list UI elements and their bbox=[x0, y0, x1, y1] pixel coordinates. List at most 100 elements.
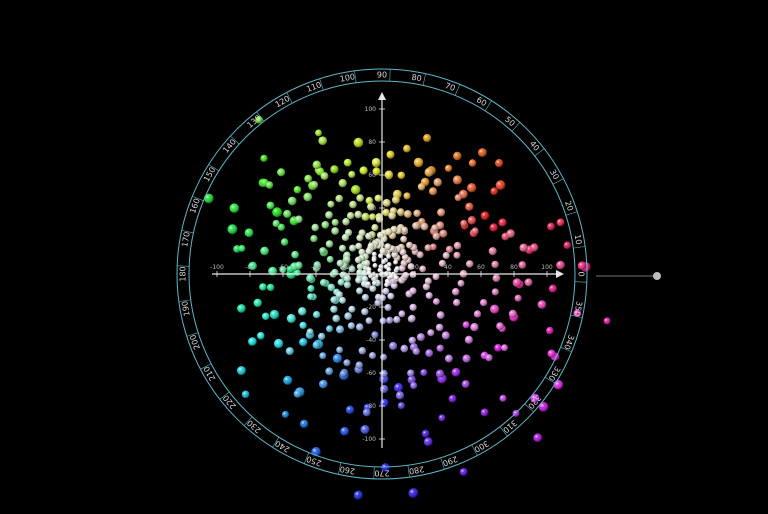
color-sample-point-shade bbox=[371, 224, 379, 231]
color-sample-point-shade bbox=[341, 233, 349, 241]
color-sample-point-shade bbox=[347, 322, 355, 330]
color-sample-point-shade bbox=[262, 312, 270, 320]
color-sample-point-shade bbox=[408, 314, 416, 322]
color-sample-point-shade bbox=[321, 221, 330, 229]
color-sample-point-shade bbox=[315, 129, 322, 137]
color-sample-point-shade bbox=[478, 148, 487, 157]
color-sample-point-shade bbox=[253, 298, 262, 307]
color-sample-point-shade bbox=[380, 369, 388, 378]
color-sample-point-shade bbox=[327, 283, 336, 292]
hue-angle-label: 350 bbox=[572, 300, 584, 317]
y-tick-label: 80 bbox=[368, 139, 376, 146]
color-sample-point-shade bbox=[371, 257, 377, 263]
color-sample-point-shade bbox=[416, 333, 425, 342]
color-sample-point-shade bbox=[519, 243, 528, 252]
color-sample-point-shade bbox=[248, 337, 257, 346]
color-sample-point-shade bbox=[429, 187, 437, 196]
color-sample-point-shade bbox=[330, 165, 339, 174]
color-sample-point-shade bbox=[391, 251, 399, 259]
hue-angle-label: 290 bbox=[441, 454, 458, 468]
color-sample-point-shade bbox=[361, 212, 370, 221]
hue-angle-label: 20 bbox=[563, 200, 575, 213]
color-sample-point-shade bbox=[303, 192, 313, 202]
color-sample-point-shade bbox=[349, 244, 357, 252]
color-sample-point-shade bbox=[283, 375, 293, 385]
y-tick-label: 40 bbox=[368, 205, 376, 212]
color-sample-point-shade bbox=[480, 408, 489, 417]
color-sample-point-shade bbox=[257, 332, 265, 340]
color-sample-point-shade bbox=[425, 292, 433, 299]
color-sample-point-shade bbox=[409, 287, 417, 295]
color-sample-point-shade bbox=[424, 277, 432, 285]
color-sample-point-shade bbox=[467, 216, 476, 225]
hue-ring-tick bbox=[219, 391, 230, 400]
x-tick-label: -40 bbox=[311, 264, 321, 271]
color-sample-point-shade bbox=[361, 308, 369, 316]
hue-angle-label: 50 bbox=[503, 115, 517, 128]
color-sample-point-shade bbox=[518, 261, 527, 269]
color-sample-point-shade bbox=[432, 273, 440, 281]
y-tick-label: -20 bbox=[366, 304, 376, 311]
color-sample-point-shade bbox=[311, 223, 319, 232]
color-sample-point-shade bbox=[496, 322, 504, 330]
color-sample-point-shade bbox=[393, 275, 399, 281]
hue-ring-tick bbox=[186, 332, 199, 337]
color-sample-point-shade bbox=[374, 194, 382, 202]
color-sample-point-shade bbox=[512, 278, 522, 288]
color-sample-point-shade bbox=[380, 384, 389, 394]
color-sample-point-shade bbox=[361, 293, 369, 301]
color-sample-point-shade bbox=[362, 408, 371, 417]
color-sample-point-shade bbox=[433, 298, 440, 305]
color-sample-point-shade bbox=[377, 231, 384, 239]
color-sample-point-shade bbox=[390, 282, 398, 289]
hue-ring-tick bbox=[570, 314, 583, 318]
hue-angle-label: 180 bbox=[179, 266, 188, 281]
color-sample-point-shade bbox=[238, 245, 246, 252]
color-sample-point-shade bbox=[244, 228, 254, 237]
color-sample-point-shade bbox=[412, 222, 420, 230]
color-sample-point-shade bbox=[417, 183, 426, 191]
color-sample-point-shade bbox=[312, 160, 321, 169]
hue-angle-label: 270 bbox=[374, 469, 389, 478]
color-sample-point-shade bbox=[416, 251, 424, 259]
color-sample-point-shade bbox=[300, 419, 309, 428]
color-sample-point-shade bbox=[384, 304, 392, 311]
hue-angle-label: 30 bbox=[548, 168, 561, 181]
x-tick-label: 0 bbox=[380, 264, 384, 271]
color-sample-point-shade bbox=[331, 227, 339, 235]
color-sample-point-shade bbox=[372, 263, 378, 268]
color-sample-point-shade bbox=[445, 354, 453, 363]
color-sample-point-shade bbox=[400, 235, 408, 243]
color-sample-point-shade bbox=[369, 352, 376, 359]
color-sample-point-shade bbox=[280, 238, 289, 246]
color-sample-point-shade bbox=[343, 255, 351, 263]
hue-ring-tick bbox=[524, 403, 534, 413]
color-sample-point-shade bbox=[468, 159, 477, 167]
color-sample-point-shade bbox=[204, 193, 214, 204]
color-sample-point-shade bbox=[327, 200, 335, 208]
y-tick-label: 0 bbox=[372, 271, 376, 278]
color-sample-point-shade bbox=[227, 224, 238, 235]
color-sample-point-shade bbox=[459, 468, 468, 476]
hue-angle-label: 110 bbox=[305, 80, 322, 94]
color-sample-point-shade bbox=[313, 311, 321, 319]
color-sample-point-shade bbox=[369, 285, 377, 292]
color-sample-point-shade bbox=[462, 354, 471, 363]
color-sample-point-shade bbox=[269, 309, 280, 320]
color-sample-point-shade bbox=[490, 304, 500, 314]
x-tick-label: 100 bbox=[541, 264, 553, 271]
hue-ring-tick bbox=[511, 122, 521, 132]
color-sample-point-shade bbox=[259, 283, 267, 291]
hue-ring-tick bbox=[573, 246, 586, 249]
color-sample-point-shade bbox=[336, 346, 343, 354]
color-sample-point-shade bbox=[343, 274, 351, 283]
color-sample-point-shade bbox=[326, 255, 334, 263]
color-sample-point-shade bbox=[420, 222, 429, 231]
color-sample-point-shade bbox=[272, 219, 280, 228]
color-sample-point-shade bbox=[410, 382, 418, 389]
x-tick-label: 20 bbox=[411, 264, 419, 271]
hue-ring-tick bbox=[471, 444, 478, 456]
hue-angle-label: 200 bbox=[188, 333, 202, 350]
color-sample-point-shade bbox=[306, 274, 315, 283]
